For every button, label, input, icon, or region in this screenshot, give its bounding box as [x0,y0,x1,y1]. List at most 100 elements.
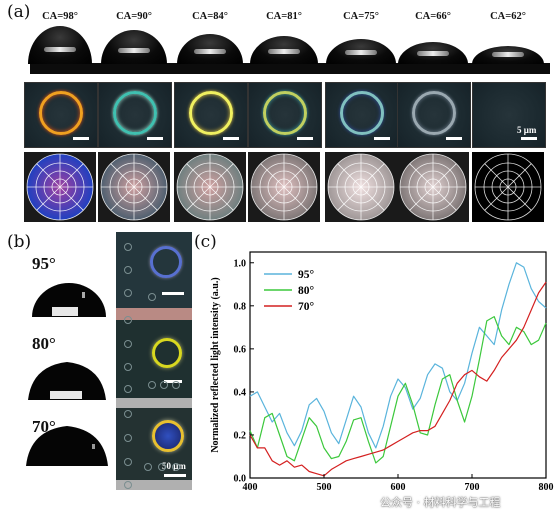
reflectance-chart: 400 500 600 700 800 0.0 0.2 0.4 0.6 0.8 1.0 Wavelen… [210,251,554,496]
sample-dot [158,463,166,471]
microscopy-tile [248,82,322,148]
x-tick-label: 700 [465,482,480,493]
sample-dot [124,316,132,324]
sample-dot [124,266,132,274]
x-tick-label: 600 [391,482,406,493]
pattern-grid-spoke [432,163,457,188]
angle-label-95: 95° [32,254,56,273]
pattern-grid-spoke [59,186,84,211]
scale-bar [147,137,163,140]
micro-column: 50 μm [116,232,192,490]
droplet-reflection [417,50,449,56]
series-line-2 [249,281,547,477]
x-tick-label: 500 [317,482,332,493]
pattern-grid-spoke [260,186,285,211]
ring-95 [150,246,182,278]
polar-pattern [174,152,246,222]
plot-frame [249,251,547,479]
polar-pattern [248,152,320,222]
substrate-strip [30,63,550,74]
legend-label: 80° [298,285,315,297]
scale-bar [446,137,462,140]
pattern-grid-spoke [337,186,362,211]
sample-dot [148,381,156,389]
pattern-grid-spoke [507,163,532,188]
pattern-grid-spoke [409,186,434,211]
sample-dot [124,243,132,251]
photonic-ring [189,91,233,135]
y-tick-label: 0.0 [234,474,247,485]
pattern-grid-spoke [484,163,509,188]
contact-angle-label: CA=90° [116,11,152,22]
scale-bar [73,137,89,140]
x-tick-label: 800 [539,482,554,493]
microscopy-tile [98,82,172,148]
sample-dot [124,289,132,297]
scale-bar [297,137,313,140]
droplet-80-reflection [50,391,82,399]
scale-bar [223,137,239,140]
photonic-ring [113,91,157,135]
contact-angle-label: CA=62° [490,11,526,22]
legend-label: 70° [298,301,315,313]
contact-angle-label: CA=81° [266,11,302,22]
microscopy-tile [325,82,399,148]
pattern-grid-spoke [59,163,84,188]
microscopy-tile: 5 μm [472,82,546,148]
side-view-droplets [26,283,108,466]
sample-dot [124,434,132,442]
polar-pattern [472,152,544,222]
pattern-grid-spoke [283,163,308,188]
contact-angle-label: CA=84° [192,11,228,22]
pattern-grid-spoke [110,186,135,211]
pattern-grid-spoke [337,163,362,188]
pattern-grid-spoke [133,163,158,188]
microscopy-tile [397,82,471,148]
droplet-reflection [194,48,226,54]
scale-bar-b1 [162,292,184,295]
sample-dot [124,363,132,371]
contact-angle-label: CA=66° [415,11,451,22]
sample-dot [144,463,152,471]
scale-text-a: 5 μm [517,125,537,135]
pattern-grid-spoke [209,186,234,211]
y-tick-label: 0.6 [234,344,247,355]
pattern-grid-spoke [484,186,509,211]
separator-1 [116,308,192,320]
microscopy-tile [174,82,248,148]
sample-dot [124,410,132,418]
scale-bar-b3 [164,474,186,477]
separator-3 [116,480,192,490]
sample-dot [172,381,180,389]
pattern-grid-spoke [260,163,285,188]
ring-80 [152,338,182,368]
photonic-ring [263,91,307,135]
pattern-grid-spoke [110,163,135,188]
polar-pattern [397,152,469,222]
droplet-95-highlight [82,292,85,298]
x-axis-label: Wavelength (nm) [356,495,441,496]
droplet-70 [26,426,108,466]
y-tick-label: 0.4 [234,387,247,398]
y-tick-label: 1.0 [234,258,247,269]
sample-dot [124,458,132,466]
watermark: 公众号 · 材料科学与工程 [380,496,501,509]
droplet-reflection [492,51,524,57]
series-line-1 [249,316,547,464]
photonic-ring [412,91,456,135]
sample-dot [148,293,156,301]
sample-dot [172,463,180,471]
droplet-profile [28,26,92,64]
droplet-reflection [44,46,76,52]
ring-70 [152,420,184,452]
pattern-grid-spoke [360,163,385,188]
pattern-grid-spoke [36,163,61,188]
sample-dot [124,481,132,489]
pattern-grid-spoke [209,163,234,188]
photonic-ring [39,91,83,135]
pattern-grid-spoke [432,186,457,211]
separator-2 [116,398,192,408]
panel-b-letter: (b) [7,232,32,252]
droplet-reflection [345,49,377,55]
contact-angle-label: CA=75° [343,11,379,22]
